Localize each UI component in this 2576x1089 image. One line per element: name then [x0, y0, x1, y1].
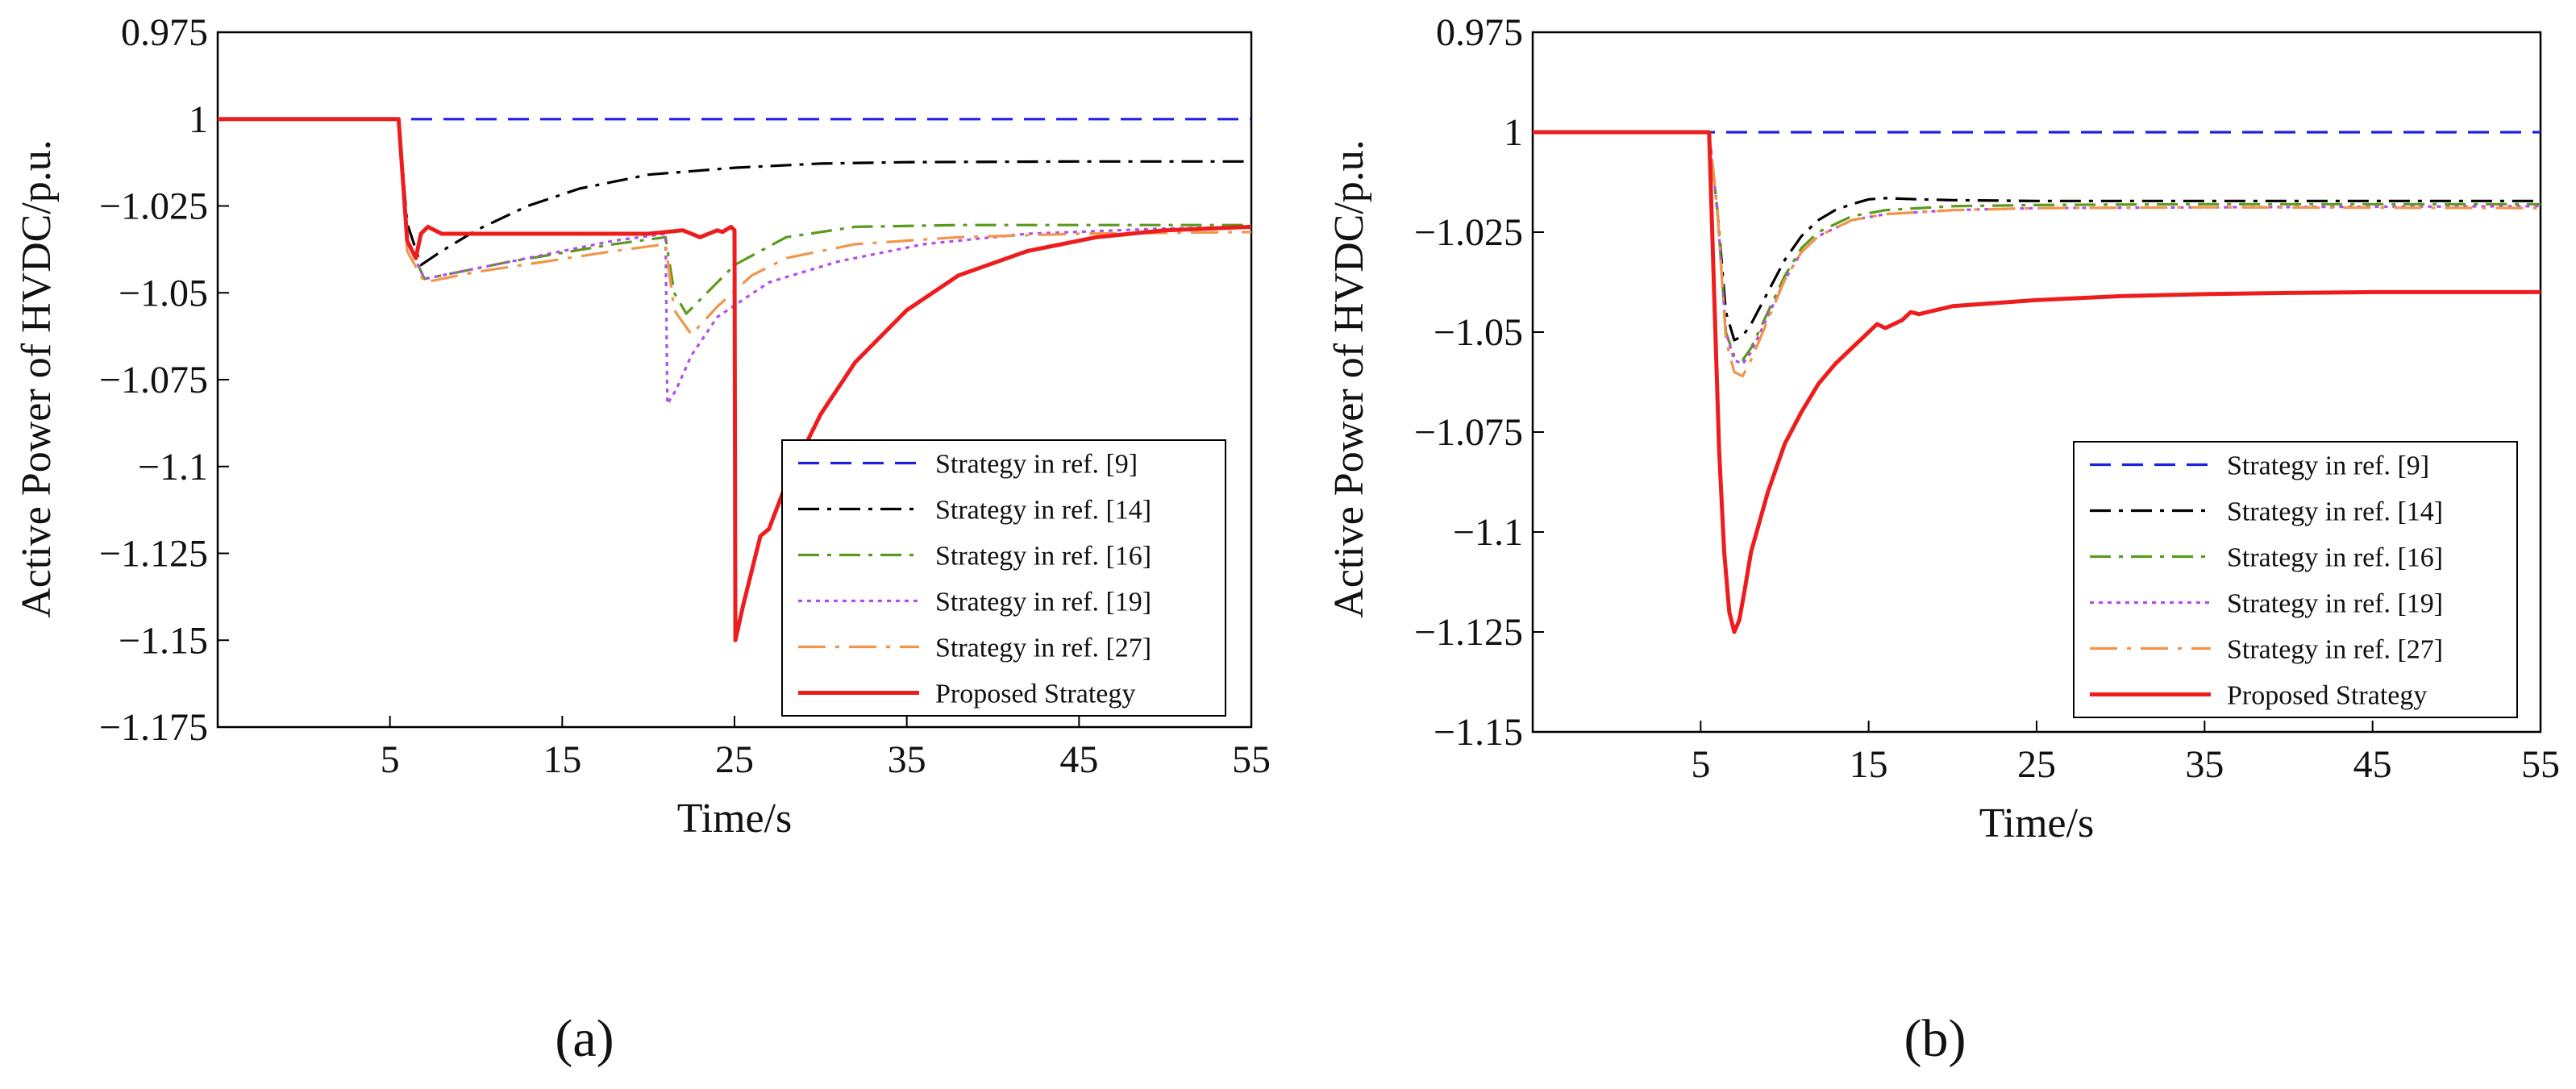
series-line-5	[1533, 131, 2541, 378]
series-line-5	[218, 118, 1251, 336]
x-tick-label: 25	[715, 738, 754, 781]
series-line-4	[218, 118, 1251, 405]
y-tick-label: −1.075	[99, 359, 208, 401]
y-tick-label: 0.975	[1436, 11, 1523, 54]
x-tick-label: 55	[2521, 743, 2560, 786]
legend-label-5: Strategy in ref. [27]	[2227, 635, 2443, 665]
legend-label-3: Strategy in ref. [16]	[935, 542, 1151, 572]
x-tick-label: 45	[2353, 743, 2392, 786]
x-axis-label: Time/s	[1979, 800, 2095, 846]
series-line-2	[218, 118, 1251, 267]
x-axis-label: Time/s	[677, 796, 793, 842]
series-line-2	[1533, 131, 2541, 342]
y-tick-label: −1.1	[1453, 511, 1523, 554]
y-tick-label: −1.15	[1434, 711, 1523, 754]
y-tick-label: 1	[1504, 111, 1523, 154]
y-axis-label: Active Power of HVDC/p.u.	[1326, 139, 1372, 618]
legend-label-4: Strategy in ref. [19]	[935, 588, 1151, 617]
legend-label-5: Strategy in ref. [27]	[935, 634, 1151, 663]
y-tick-label: −1.025	[1414, 211, 1523, 254]
legend-label-2: Strategy in ref. [14]	[2227, 497, 2443, 527]
panel-a: 0.975 1 −1.025 −1.05 −1.075 −1.1 −1.125 −1.15 −1…	[14, 11, 1271, 1068]
x-tick-label: 45	[1059, 738, 1098, 781]
legend-label-1: Strategy in ref. [9]	[2227, 451, 2429, 481]
legend-label-4: Strategy in ref. [19]	[2227, 589, 2443, 619]
y-tick-label: −1.175	[99, 706, 208, 749]
y-tick-label: −1.025	[99, 185, 208, 228]
legend-box	[781, 439, 1226, 717]
x-tick-label: 35	[2185, 743, 2224, 786]
series-line-6	[1533, 130, 2541, 634]
series-line-6	[218, 117, 1251, 642]
y-tick-label: −1.1	[138, 446, 208, 488]
y-tick-label: −1.125	[1414, 611, 1523, 654]
x-tick-label: 5	[381, 738, 400, 781]
legend-label-2: Strategy in ref. [14]	[935, 496, 1151, 526]
panel-b: 0.975 1 −1.025 −1.05 −1.075 −1.1 −1.125 −1.15 5 1…	[1326, 11, 2560, 1068]
x-tick-label: 55	[1232, 738, 1271, 781]
panel-label: (a)	[555, 1009, 614, 1068]
legend: Strategy in ref. [9] Strategy in ref. [14…	[781, 439, 1226, 717]
legend-box	[2073, 441, 2518, 718]
y-tick-label: 1	[189, 98, 208, 141]
y-tick-label: −1.15	[119, 619, 208, 662]
y-tick-label: −1.075	[1414, 411, 1523, 454]
series-group	[1533, 130, 2541, 634]
series-line-4	[1533, 131, 2541, 366]
x-tick-label: 35	[888, 738, 926, 781]
y-tick-label: −1.125	[99, 533, 208, 576]
legend-label-3: Strategy in ref. [16]	[2227, 543, 2443, 573]
series-line-3	[1533, 131, 2541, 362]
panel-label: (b)	[1904, 1009, 1966, 1068]
x-tick-label: 5	[1691, 743, 1710, 786]
y-tick-label: −1.05	[119, 272, 208, 314]
legend: Strategy in ref. [9] Strategy in ref. [14…	[2073, 441, 2518, 718]
legend-label-1: Strategy in ref. [9]	[935, 450, 1138, 480]
x-tick-label: 25	[2017, 743, 2056, 786]
y-tick-label: −1.05	[1434, 311, 1523, 354]
legend-label-6: Proposed Strategy	[935, 680, 1135, 709]
x-tick-label: 15	[543, 738, 581, 781]
y-axis-label: Active Power of HVDC/p.u.	[14, 139, 60, 618]
y-tick-label: 0.975	[121, 11, 208, 54]
legend-label-6: Proposed Strategy	[2227, 681, 2427, 711]
x-tick-label: 15	[1850, 743, 1888, 786]
series-group	[218, 117, 1251, 642]
